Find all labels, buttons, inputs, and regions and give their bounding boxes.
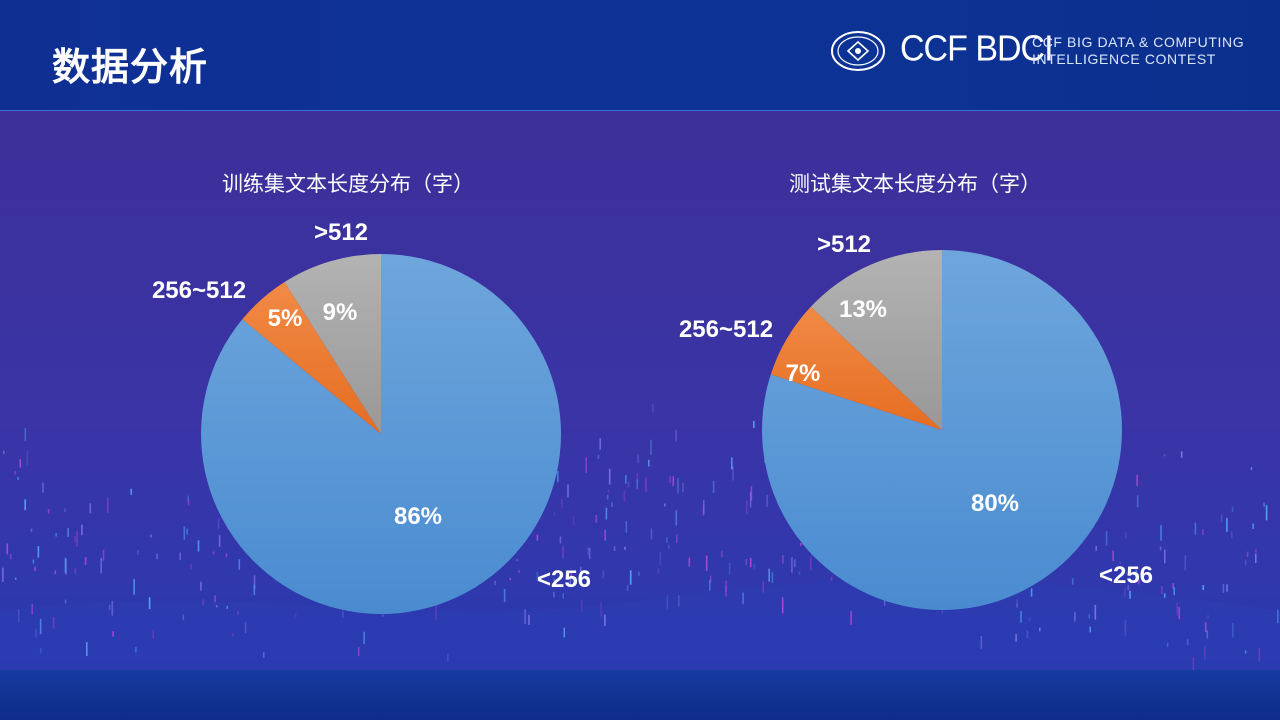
pie-slice-2-1	[762, 250, 1123, 610]
category-label-1-3: >512	[313, 219, 369, 246]
brand-line-2: INTELLIGENCE CONTEST	[1032, 51, 1216, 67]
pie-slice-2-2	[770, 306, 942, 430]
slice-value-label-2-3: 13%	[838, 296, 888, 323]
ccf-bdci-logo: CCF BDCI	[900, 29, 1054, 69]
brand-line-1: CCF BIG DATA & COMPUTING	[1032, 34, 1245, 50]
category-label-1-2: 256~512	[151, 277, 247, 304]
category-label-2-2: 256~512	[678, 316, 774, 343]
page-title: 数据分析	[52, 45, 209, 89]
chart-title-1: 训练集文本长度分布（字）	[222, 172, 474, 196]
slice-value-label-2-1: 80%	[970, 490, 1020, 517]
pie-slice-1-2	[242, 282, 381, 434]
slice-value-label-1-1: 86%	[393, 503, 443, 530]
ccf-seal-icon	[831, 31, 885, 71]
category-label-1-1: <256	[536, 566, 592, 593]
footer-band	[0, 670, 1280, 720]
pie-slice-1-1	[200, 254, 561, 615]
ccf-logo-group: CCF BDCI CCF BIG DATA & COMPUTING INTELL…	[830, 26, 1260, 78]
slice-value-label-2-2: 7%	[785, 360, 821, 387]
category-label-2-3: >512	[816, 231, 872, 258]
pie-slice-2-3	[810, 250, 942, 430]
chart-title-2: 测试集文本长度分布（字）	[789, 172, 1041, 196]
slice-value-label-1-2: 5%	[267, 305, 303, 332]
pie-slice-1-3	[284, 254, 381, 434]
slice-value-label-1-3: 9%	[322, 299, 358, 326]
header-bar: 数据分析 CCF BDCI CCF BIG DATA & COMPUTING I…	[0, 0, 1280, 111]
category-label-2-1: <256	[1098, 562, 1154, 589]
